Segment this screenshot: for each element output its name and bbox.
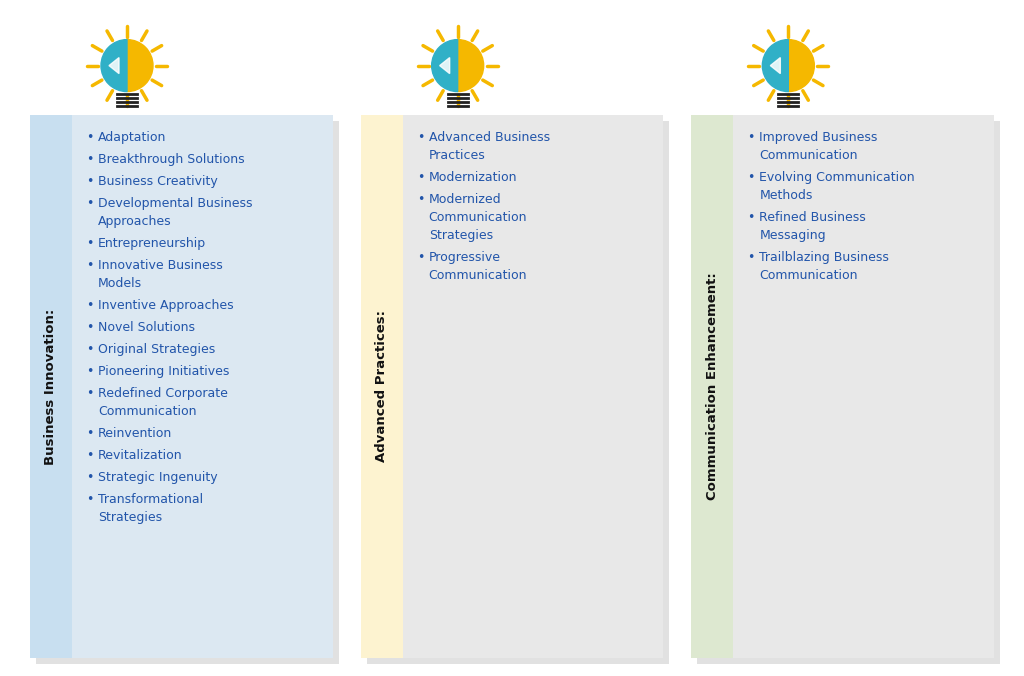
FancyBboxPatch shape — [36, 121, 339, 664]
Text: Transformational: Transformational — [98, 493, 203, 506]
Text: •: • — [86, 237, 93, 250]
Text: •: • — [86, 175, 93, 188]
Text: •: • — [748, 211, 755, 224]
Text: Modernization: Modernization — [429, 171, 517, 184]
Text: •: • — [748, 251, 755, 264]
Text: Refined Business: Refined Business — [760, 211, 866, 224]
Text: Improved Business: Improved Business — [760, 131, 878, 144]
Text: •: • — [748, 171, 755, 184]
Text: Innovative Business: Innovative Business — [98, 259, 223, 272]
Text: Entrepreneurship: Entrepreneurship — [98, 237, 206, 250]
Text: •: • — [417, 251, 424, 264]
Text: Progressive: Progressive — [429, 251, 501, 264]
Wedge shape — [101, 40, 127, 92]
Text: Business Creativity: Business Creativity — [98, 175, 218, 188]
FancyBboxPatch shape — [691, 115, 733, 658]
Text: Adaptation: Adaptation — [98, 131, 166, 144]
Text: Trailblazing Business: Trailblazing Business — [760, 251, 889, 264]
Text: Reinvention: Reinvention — [98, 427, 172, 440]
FancyBboxPatch shape — [30, 115, 72, 658]
FancyBboxPatch shape — [360, 20, 664, 115]
Text: Strategic Ingenuity: Strategic Ingenuity — [98, 471, 218, 484]
Wedge shape — [127, 40, 153, 92]
Text: •: • — [86, 299, 93, 312]
Text: Business Innovation:: Business Innovation: — [44, 308, 57, 464]
Text: Evolving Communication: Evolving Communication — [760, 171, 915, 184]
Text: •: • — [86, 427, 93, 440]
Text: •: • — [86, 321, 93, 334]
FancyBboxPatch shape — [691, 115, 994, 658]
Text: Developmental Business: Developmental Business — [98, 197, 253, 210]
Text: Novel Solutions: Novel Solutions — [98, 321, 195, 334]
Text: Models: Models — [98, 277, 142, 290]
Text: •: • — [417, 171, 424, 184]
Wedge shape — [788, 40, 814, 92]
Text: Practices: Practices — [429, 149, 485, 162]
Text: Communication: Communication — [760, 269, 858, 282]
Text: Messaging: Messaging — [760, 229, 826, 242]
FancyBboxPatch shape — [691, 20, 994, 115]
Wedge shape — [458, 40, 483, 92]
Text: •: • — [86, 493, 93, 506]
Text: •: • — [86, 343, 93, 356]
Text: Advanced Practices:: Advanced Practices: — [375, 310, 388, 462]
FancyBboxPatch shape — [360, 115, 664, 658]
Text: •: • — [86, 449, 93, 462]
FancyBboxPatch shape — [360, 115, 402, 658]
Text: Communication Enhancement:: Communication Enhancement: — [706, 272, 719, 500]
Text: Inventive Approaches: Inventive Approaches — [98, 299, 233, 312]
Text: •: • — [86, 131, 93, 144]
Polygon shape — [770, 57, 780, 74]
Text: •: • — [86, 471, 93, 484]
Text: •: • — [86, 387, 93, 400]
Text: Revitalization: Revitalization — [98, 449, 182, 462]
Text: Communication: Communication — [760, 149, 858, 162]
FancyBboxPatch shape — [30, 115, 333, 658]
Text: •: • — [86, 197, 93, 210]
Text: •: • — [86, 153, 93, 166]
Text: Strategies: Strategies — [429, 229, 493, 242]
Text: •: • — [417, 131, 424, 144]
Text: •: • — [417, 193, 424, 206]
Text: •: • — [748, 131, 755, 144]
Text: Communication: Communication — [98, 405, 197, 418]
Text: Approaches: Approaches — [98, 215, 172, 228]
Text: •: • — [86, 259, 93, 272]
Text: Communication: Communication — [429, 211, 527, 224]
Text: Original Strategies: Original Strategies — [98, 343, 215, 356]
Wedge shape — [762, 40, 788, 92]
Polygon shape — [439, 57, 450, 74]
Wedge shape — [432, 40, 458, 92]
Text: Redefined Corporate: Redefined Corporate — [98, 387, 228, 400]
FancyBboxPatch shape — [367, 121, 670, 664]
Text: Communication: Communication — [429, 269, 527, 282]
Text: Breakthrough Solutions: Breakthrough Solutions — [98, 153, 245, 166]
Text: Strategies: Strategies — [98, 511, 162, 524]
Text: Pioneering Initiatives: Pioneering Initiatives — [98, 365, 229, 378]
Text: Methods: Methods — [760, 189, 813, 202]
Text: Modernized: Modernized — [429, 193, 502, 206]
Text: Advanced Business: Advanced Business — [429, 131, 550, 144]
FancyBboxPatch shape — [697, 121, 1000, 664]
FancyBboxPatch shape — [30, 20, 333, 115]
Polygon shape — [109, 57, 119, 74]
Text: •: • — [86, 365, 93, 378]
